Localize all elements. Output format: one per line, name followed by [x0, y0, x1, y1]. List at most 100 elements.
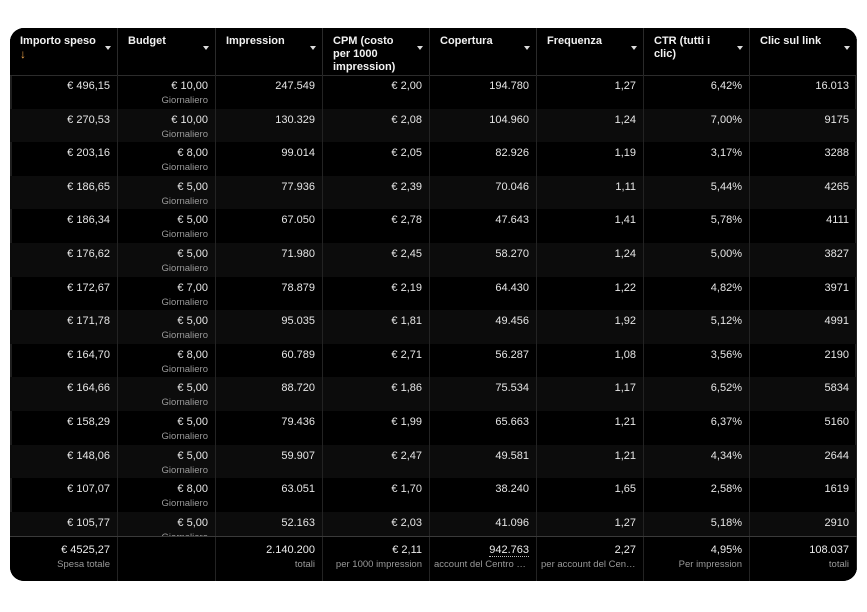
chevron-down-icon[interactable] — [631, 46, 637, 50]
table-row[interactable]: € 171,78 € 5,00 Giornaliero 95.035 € 1,81 49.… — [10, 310, 857, 344]
column-header-label: Clic sul link — [760, 35, 822, 47]
table-row[interactable]: € 164,70 € 8,00 Giornaliero 60.789 € 2,71 56.… — [10, 343, 857, 378]
cell-budget: € 8,00 Giornaliero — [118, 478, 216, 512]
table-row[interactable]: € 158,29 € 5,00 Giornaliero 79.436 € 1,99 65.… — [10, 411, 857, 445]
table-row[interactable]: € 172,67 € 7,00 Giornaliero 78.879 € 2,19 64.… — [10, 276, 857, 311]
cell-budget: € 10,00 Giornaliero — [118, 108, 216, 143]
cell-value: 4111 — [826, 214, 849, 227]
cell-impression: 63.051 — [216, 478, 323, 512]
cell-value: € 5,00 — [177, 449, 208, 462]
total-copertura: 942.763 account del Centro g... — [430, 537, 537, 581]
cell-value: 49.581 — [495, 449, 529, 462]
table-row[interactable]: € 186,65 € 5,00 Giornaliero 77.936 € 2,39 70.… — [10, 175, 857, 210]
table-row[interactable]: € 270,53 € 10,00 Giornaliero 130.329 € 2,08 1… — [10, 108, 857, 143]
cell-value: 1,41 — [614, 214, 636, 227]
cell-copertura: 75.534 — [430, 377, 537, 411]
chevron-down-icon[interactable] — [737, 46, 743, 50]
table-row[interactable]: € 176,62 € 5,00 Giornaliero 71.980 € 2,45 58.… — [10, 243, 857, 277]
chevron-down-icon[interactable] — [417, 46, 423, 50]
cell-value: 1,24 — [614, 248, 636, 260]
column-header-label: Impression — [226, 35, 285, 47]
total-value: 2,27 — [614, 544, 636, 556]
cell-copertura: 38.240 — [430, 478, 537, 512]
column-header-frequenza[interactable]: Frequenza — [537, 28, 644, 75]
cell-value: 6,37% — [710, 416, 742, 428]
cell-copertura: 47.643 — [430, 209, 537, 243]
table-row[interactable]: € 203,16 € 8,00 Giornaliero 99.014 € 2,05 82.… — [10, 142, 857, 176]
cell-budget: € 7,00 Giornaliero — [118, 276, 216, 311]
cell-value: € 8,00 — [177, 483, 208, 496]
cell-value: 9175 — [824, 113, 849, 126]
cell-budget: € 5,00 Giornaliero — [118, 310, 216, 344]
cell-value: € 176,62 — [67, 248, 110, 260]
budget-period: Giornaliero — [161, 431, 208, 442]
cell-budget: € 8,00 Giornaliero — [118, 142, 216, 176]
cell-value: 63.051 — [281, 483, 315, 496]
table-row[interactable]: € 148,06 € 5,00 Giornaliero 59.907 € 2,47 49.… — [10, 444, 857, 479]
cell-copertura: 64.430 — [430, 276, 537, 311]
cell-impression: 95.035 — [216, 310, 323, 344]
cell-value: 4265 — [824, 180, 849, 193]
column-header-clic-sul-link[interactable]: Clic sul link — [750, 28, 857, 75]
cell-value: 71.980 — [281, 248, 315, 260]
cell-ctr: 3,56% — [644, 343, 750, 378]
cell-importo-speso: € 270,53 — [10, 108, 118, 143]
cell-impression: 88.720 — [216, 377, 323, 411]
column-header-budget[interactable]: Budget — [118, 28, 216, 75]
cell-value: 4991 — [824, 315, 849, 328]
cell-copertura: 49.581 — [430, 444, 537, 479]
column-header-cpm[interactable]: CPM (costo per 1000 impression) — [323, 28, 430, 75]
cell-value: 99.014 — [281, 147, 315, 160]
table-row[interactable]: € 164,66 € 5,00 Giornaliero 88.720 € 1,86 75.… — [10, 377, 857, 411]
cell-clic-sul-link: 1619 — [750, 478, 857, 512]
chevron-down-icon[interactable] — [203, 46, 209, 50]
cell-value: 1,08 — [614, 348, 636, 361]
table-row[interactable]: € 186,34 € 5,00 Giornaliero 67.050 € 2,78 47.… — [10, 209, 857, 243]
cell-importo-speso: € 172,67 — [10, 276, 118, 311]
cell-ctr: 5,44% — [644, 175, 750, 210]
arrow-down-icon[interactable]: ↓ — [20, 47, 26, 61]
column-header-importo-speso[interactable]: Importo speso ↓ — [10, 28, 118, 75]
cell-budget: € 5,00 Giornaliero — [118, 444, 216, 479]
cell-value: € 10,00 — [171, 113, 208, 126]
cell-value: 5,12% — [710, 315, 742, 328]
cell-value: 2910 — [824, 516, 849, 529]
table-row[interactable]: € 107,07 € 8,00 Giornaliero 63.051 € 1,70 38.… — [10, 478, 857, 512]
cell-value: € 172,67 — [67, 281, 110, 294]
cell-value: 60.789 — [281, 348, 315, 361]
column-header-label: Frequenza — [547, 35, 603, 47]
table-row[interactable]: € 496,15 € 10,00 Giornaliero 247.549 € 2,00 1… — [10, 75, 857, 109]
cell-value: 1,21 — [614, 449, 636, 462]
cell-value: € 2,19 — [391, 281, 422, 294]
cell-cpm: € 2,71 — [323, 343, 430, 378]
chevron-down-icon[interactable] — [844, 46, 850, 50]
column-header-label: CPM (costo per 1000 impression) — [333, 35, 396, 73]
cell-cpm: € 2,00 — [323, 75, 430, 109]
chevron-down-icon[interactable] — [310, 46, 316, 50]
cell-importo-speso: € 164,70 — [10, 343, 118, 378]
cell-frequenza: 1,08 — [537, 343, 644, 378]
table-frame: Importo speso ↓ Budget Impression CPM (costo… — [10, 28, 857, 581]
cell-clic-sul-link: 9175 — [750, 108, 857, 143]
table-header: Importo speso ↓ Budget Impression CPM (costo… — [10, 28, 857, 76]
cell-copertura: 56.287 — [430, 343, 537, 378]
column-header-copertura[interactable]: Copertura — [430, 28, 537, 75]
chevron-down-icon[interactable] — [524, 46, 530, 50]
cell-frequenza: 1,27 — [537, 511, 644, 546]
cell-importo-speso: € 186,65 — [10, 175, 118, 210]
cell-value: 82.926 — [495, 147, 529, 160]
cell-ctr: 6,37% — [644, 411, 750, 445]
cell-impression: 52.163 — [216, 511, 323, 546]
cell-value: € 8,00 — [177, 147, 208, 160]
budget-period: Giornaliero — [161, 95, 208, 106]
cell-ctr: 4,82% — [644, 276, 750, 311]
chevron-down-icon[interactable] — [105, 46, 111, 50]
column-header-ctr[interactable]: CTR (tutti i clic) — [644, 28, 750, 75]
cell-value: € 5,00 — [177, 382, 208, 395]
cell-clic-sul-link: 16.013 — [750, 75, 857, 109]
cell-clic-sul-link: 4111 — [750, 209, 857, 243]
cell-value: 3288 — [824, 147, 849, 160]
column-header-impression[interactable]: Impression — [216, 28, 323, 75]
cell-value: 2,58% — [710, 483, 742, 496]
total-frequenza: 2,27 per account del Cent... — [537, 537, 644, 581]
